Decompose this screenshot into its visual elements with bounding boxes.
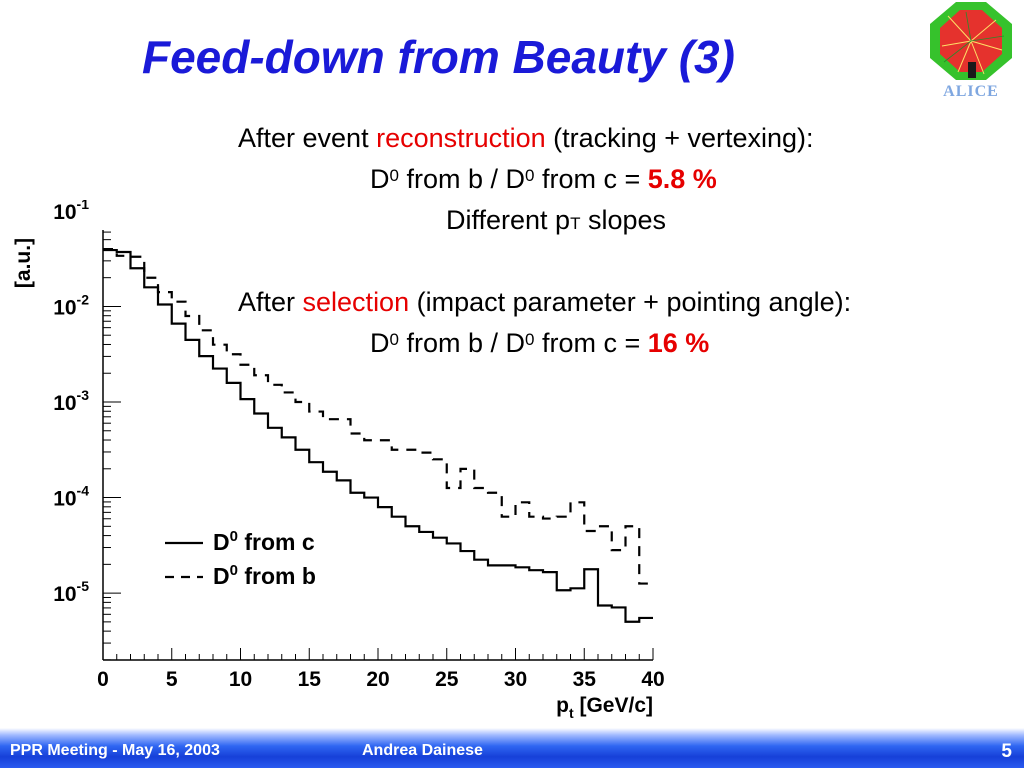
text-line-3: Different pT slopes: [446, 205, 667, 235]
body-text: After event reconstruction (tracking + v…: [200, 118, 1024, 364]
text-line-4: After selection (impact parameter + poin…: [238, 287, 852, 317]
x-tick-label: 0: [97, 668, 109, 691]
page-number: 5: [1001, 741, 1012, 762]
x-tick-label: 5: [166, 668, 178, 691]
pt-spectrum-chart: 0 5 10 15 20 25 30 35 40 10-1 10-2 10-3 10-4 10-5 pt […: [12, 200, 665, 720]
footer-bar: PPR Meeting - May 16, 2003 Andrea Daines…: [0, 728, 1024, 768]
footer-meeting: PPR Meeting - May 16, 2003: [10, 742, 220, 759]
x-tick-label: 15: [298, 668, 322, 691]
series-line-d0-from-b: [103, 248, 653, 585]
y-tick-label: 10-1: [53, 200, 89, 224]
x-tick-label: 10: [229, 668, 252, 691]
x-tick-label: 30: [504, 668, 527, 691]
text-line-2: D0 from b / D0 from c = 5.8 %: [370, 164, 717, 194]
y-tick-label: 10-3: [53, 387, 89, 415]
series-line-d0-from-c: [103, 248, 653, 623]
x-tick-label: 25: [435, 668, 459, 691]
text-line-5: D0 from b / D0 from c = 16 %: [370, 328, 710, 358]
alice-logo-icon: [930, 2, 1012, 80]
x-tick-label: 40: [641, 668, 664, 691]
text-line-1: After event reconstruction (tracking + v…: [238, 123, 814, 153]
x-tick-label: 35: [573, 668, 597, 691]
logo-text: ALICE: [943, 83, 999, 100]
x-tick-label: 20: [366, 668, 389, 691]
y-tick-label: 10-5: [53, 578, 89, 606]
y-tick-label: 10-4: [53, 483, 89, 511]
slide-title: Feed-down from Beauty (3): [142, 31, 735, 83]
footer-author: Andrea Dainese: [362, 742, 483, 759]
x-axis-title: pt [GeV/c]: [556, 694, 653, 720]
y-axis-title: [a.u.]: [12, 238, 35, 288]
legend-label-d0-from-c: D0 from c: [213, 528, 315, 555]
y-tick-label: 10-2: [53, 291, 89, 319]
legend-label-d0-from-b: D0 from b: [213, 562, 316, 589]
